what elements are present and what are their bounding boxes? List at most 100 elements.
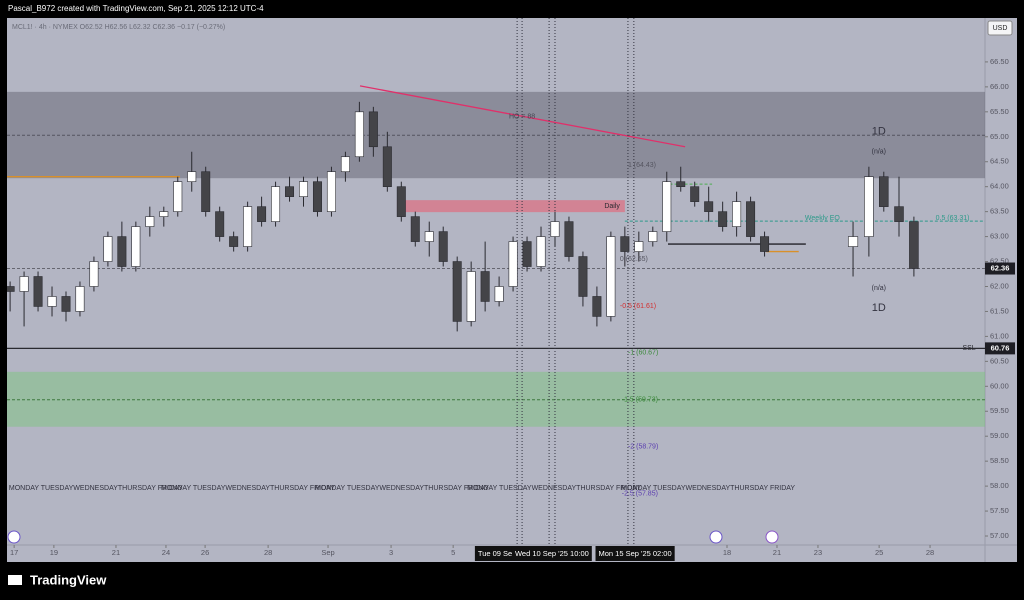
annotation-text: (n/a) [872,285,886,292]
x-tick-label: 19 [50,548,58,557]
y-tick-label: 57.00 [990,531,1009,540]
candle-body [382,146,392,187]
price-marker [985,262,1015,275]
candle-body [452,261,462,322]
candle-body [61,296,71,312]
y-tick-label: 62.00 [990,281,1009,290]
time-marker-label: Mon 15 Sep '25 02:00 [599,549,672,558]
candle-body [257,206,267,222]
candle-body [494,286,504,302]
price-marker [985,342,1015,355]
nav-icon[interactable] [7,530,21,544]
y-tick-label: 62.50 [990,257,1009,266]
candle-body [879,176,889,207]
currency-button[interactable] [987,20,1013,36]
candle-body [47,296,57,307]
annotation-text: MONDAY TUESDAYWEDNESDAYTHURSDAY FRIDAY [161,485,335,492]
annotation-text: 0.5 (63.31) [936,215,970,222]
candle-body [690,186,700,202]
candle-body [187,171,197,182]
y-tick-label: 63.50 [990,207,1009,216]
candle-body [508,241,518,287]
candle-body [299,181,308,197]
candle-body [117,236,127,267]
candle-body [704,201,714,212]
annotation-text: Daily [604,203,620,210]
annotation-text: -2 (58.79) [628,444,658,451]
brand-logo [8,575,22,585]
candle-body [229,236,239,247]
x-tick-label: 21 [112,548,120,557]
candle-body [564,221,574,257]
event-icon[interactable] [709,530,723,544]
y-tick-label: 57.50 [990,506,1009,515]
annotation-text: 1 (64.43) [628,162,656,169]
annotation-text: MONDAY TUESDAYWEDNESDAYTHURSDAY FRIDAY [315,485,489,492]
candle-body [894,206,904,222]
x-tick-label: 28 [264,548,272,557]
candle-body [201,171,211,212]
y-tick-label: 58.00 [990,481,1009,490]
candle-body [285,186,295,197]
candle-body [354,111,364,158]
annotation-text: SSL [962,345,975,352]
candle-body [550,221,560,237]
annotation-text: -1.5 (59.73) [622,397,658,404]
event-icon[interactable] [765,530,779,544]
annotation-text: -0.5 (61.61) [620,303,656,310]
y-tick-label: 61.00 [990,331,1009,340]
x-tick-label: 5 [451,548,455,557]
candle-body [466,271,476,322]
y-tick-label: 60.00 [990,381,1009,390]
candle-body [215,211,225,237]
y-tick-label: 59.50 [990,406,1009,415]
candle-body [89,261,99,287]
credit: Pascal_B972 created with TradingView.com… [8,4,264,13]
symbol-info: MCL1! · 4h · NYMEX O62.52 H62.56 L62.32 … [12,24,225,31]
candle-body [676,181,686,187]
x-tick-label: 26 [201,548,209,557]
y-tick-label: 66.00 [990,82,1009,91]
candle-body [243,206,253,247]
annotation-text: 1D [872,126,886,138]
candle-body [746,201,756,237]
candle-body [606,236,616,317]
candle-body [271,186,281,222]
candle-body [634,241,644,252]
currency-label[interactable]: USD [993,25,1008,32]
candle-body [410,216,420,242]
time-marker [595,546,675,561]
annotation-text: 1D [872,302,886,314]
candle-body [760,236,770,252]
y-tick-label: 64.50 [990,157,1009,166]
x-tick-label: 18 [723,548,731,557]
annotation-text: Weekly EQ [805,215,840,222]
brand: TradingView [8,572,107,587]
y-tick-label: 59.00 [990,431,1009,440]
candle-body [480,271,490,302]
x-tick-label: 24 [162,548,170,557]
candle-body [909,221,919,269]
y-tick-label: 63.00 [990,232,1009,241]
candle-body [159,211,169,217]
candle-body [592,296,602,317]
x-tick-label: 25 [875,548,883,557]
y-tick-label: 60.50 [990,356,1009,365]
annotation-text: 0 (62.55) [620,256,648,263]
annotation-text: MONDAY TUESDAYWEDNESDAYTHURSDAY FRIDAY [467,485,641,492]
candle-body [648,231,658,242]
candle-body [578,256,588,297]
candle-body [131,226,141,267]
candle-body [522,241,532,267]
candle-body [536,236,546,267]
candle-body [75,286,85,312]
candle-body [396,186,406,217]
annotation-text: MONDAY TUESDAYWEDNESDAYTHURSDAY FRIDAY [621,485,795,492]
plot: Daily HO = 88 Weekly EQ 0.5 (63.31) SSL 1 (64… [7,18,985,545]
time-marker-label: Tue 09 Se [478,549,512,558]
y-tick-label: 65.50 [990,107,1009,116]
time-marker-label: Wed 10 Sep '25 10:00 [515,549,589,558]
candle-body [438,231,448,262]
candle-body [662,181,672,232]
